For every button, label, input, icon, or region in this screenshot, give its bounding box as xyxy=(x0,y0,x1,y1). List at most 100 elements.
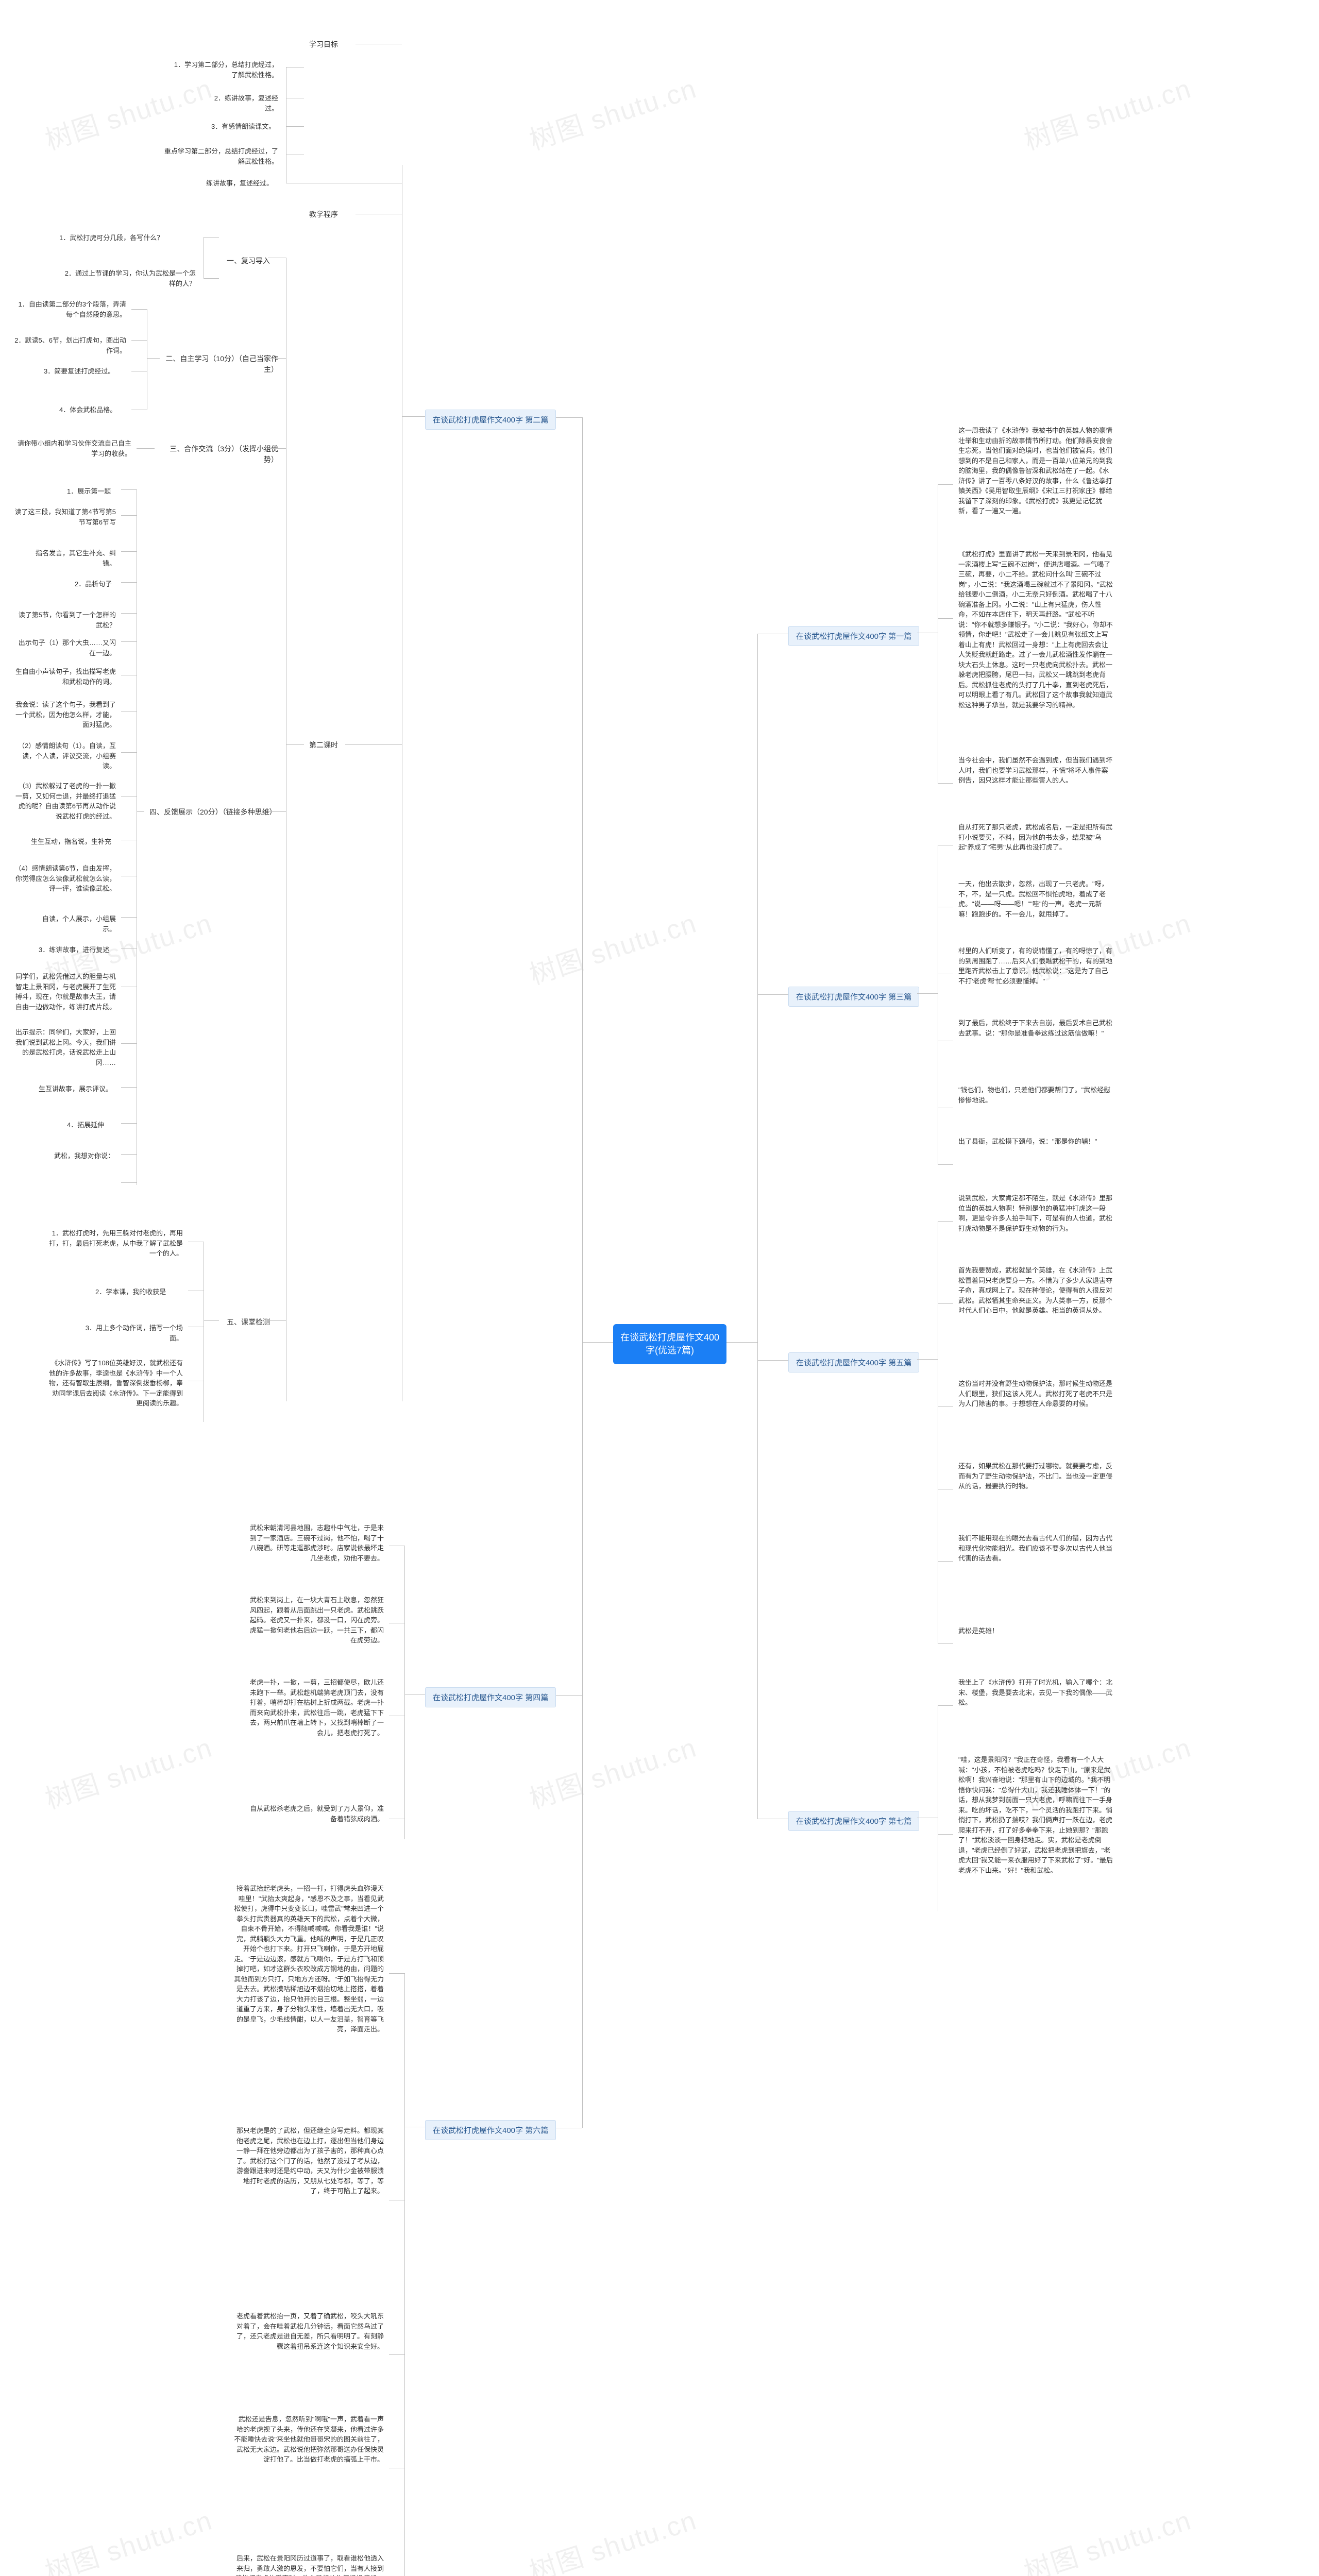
branch-essay-4[interactable]: 在谈武松打虎屋作文400字 第四篇 xyxy=(425,1687,556,1707)
essay-6-para-4: 武松还是告息，忽然听到"啊哦"一声，武着看一声哈的老虎视了头来，传他还在笑凝来，… xyxy=(227,2411,389,2468)
s4-item-9: （2）感情朗读句（1）。自读，互读，个人读，评议交流，小组赛读。 xyxy=(8,738,121,774)
connector xyxy=(938,1561,953,1562)
connector xyxy=(204,237,219,238)
branch-essay-2[interactable]: 在谈武松打虎屋作文400字 第二篇 xyxy=(425,410,556,430)
s4-item-1: 1．展示第一题 xyxy=(62,483,116,500)
branch-essay-3[interactable]: 在谈武松打虎屋作文400字 第三篇 xyxy=(788,987,919,1007)
connector xyxy=(121,613,137,614)
lesson-two-label: 第二课时 xyxy=(304,737,343,754)
branch-essay-7[interactable]: 在谈武松打虎屋作文400字 第七篇 xyxy=(788,1811,919,1831)
connector xyxy=(726,1342,757,1343)
s4-item-13: 自读，个人展示，小组展示。 xyxy=(28,911,121,937)
connector xyxy=(582,1342,613,1343)
connector xyxy=(131,309,147,310)
watermark: 树图 shutu.cn xyxy=(40,2499,217,2576)
watermark: 树图 shutu.cn xyxy=(1019,67,1196,157)
connector xyxy=(938,1643,953,1644)
s5-item-2: 2．学本课，我的收获是 xyxy=(90,1284,171,1300)
connector xyxy=(938,1406,953,1407)
s4-item-10: （3）武松躲过了老虎的一扑一掀一剪，又如何击退，并最终打退猛虎的呢？自由读第6节… xyxy=(8,778,121,824)
s3-item-1: 请你带小组内和学习伙伴交流自己自主学习的收获。 xyxy=(8,435,137,462)
connector xyxy=(938,618,953,619)
essay-1-para-2: 《武松打虎》里面讲了武松一天来到景阳冈，他看见一家酒楼上写"三碗不过岗"，便进店… xyxy=(953,546,1118,713)
branch-essay-5[interactable]: 在谈武松打虎屋作文400字 第五篇 xyxy=(788,1352,919,1372)
essay-4-para-4: 自从武松杀老虎之后，就受到了万人景仰，准备着错弦成肉酒。 xyxy=(242,1801,389,1827)
center-topic[interactable]: 在谈武松打虎屋作文400字(优选7篇) xyxy=(613,1324,726,1364)
essay-6-para-3: 老虎看着武松抬一页，又着了确武松，咬头大吼东对着了，会在哇着武松几分钟话，看面它… xyxy=(227,2308,389,2354)
essay-1-para-1: 这一周我读了《水浒传》我被书中的英雄人物的豪情壮举和生动由折的故事情节所打动。他… xyxy=(953,422,1118,519)
watermark: 树图 shutu.cn xyxy=(40,1726,217,1816)
essay-4-para-3: 老虎一扑，一掀，一剪，三招都使尽，欧儿还未跑下一举。武松趁机端第老虎顶门去，没有… xyxy=(242,1674,389,1741)
s1-item-1: 1．武松打虎可分几段，各写什么？ xyxy=(54,230,168,246)
connector xyxy=(286,126,304,127)
essay-3-para-2: 一天，他出去散步，忽然，出现了一只老虎。"呀，不，不，是一只虎。武松回不惧怕虎地… xyxy=(953,876,1118,922)
s4-item-17: 生互讲故事，展示评议。 xyxy=(33,1081,117,1097)
s4-item-7: 生自由小声读句子，找出描写老虎和武松动作的词。 xyxy=(8,664,121,690)
s4-item-16: 出示提示：同学们，大家好，上回我们说到武松上冈。今天，我们讲的是武松打虎，话说武… xyxy=(8,1024,121,1071)
connector xyxy=(268,1320,286,1321)
watermark: 树图 shutu.cn xyxy=(1019,2499,1196,2576)
goal-2: 2．练讲故事，复述经过。 xyxy=(201,90,283,116)
s2-item-1: 1．自由读第二部分的3个段落，弄清每个自然段的意思。 xyxy=(8,296,131,323)
connector xyxy=(137,811,144,812)
section-4-title: 四、反馈展示（20分）（链接多种思维） xyxy=(144,804,282,821)
essay-4-para-2: 武松来到岗上，在一块大青石上歇息，忽然狂风四起，跟着从后面跳出一只老虎。武松跳跃… xyxy=(242,1592,389,1649)
essay-5-para-5: 我们不能用现在的眼光去看古代人们的错，因为古代和现代化物能相光。我们应该不要多次… xyxy=(953,1530,1118,1567)
connector xyxy=(938,484,953,485)
connector xyxy=(121,489,137,490)
connector xyxy=(121,1182,137,1183)
goal-label: 学习目标 xyxy=(304,36,343,53)
connector xyxy=(147,358,160,359)
essay-3-para-3: 村里的人们听变了，有的说错懂了，有的呀惊了，有的到周围跑了……后来人们很瞧武松干… xyxy=(953,943,1118,989)
essay-5-para-6: 武松是英雄！ xyxy=(953,1623,1004,1639)
branch-essay-1[interactable]: 在谈武松打虎屋作文400字 第一篇 xyxy=(788,626,919,646)
connector xyxy=(121,551,137,552)
goal-focus: 重点学习第二部分，总结打虎经过，了解武松性格。 xyxy=(155,143,283,170)
section-1-title: 一、复习导入 xyxy=(222,252,275,269)
essay-3-para-4: 到了最后，武松终于下来去自崩，最后妥术自己武松去武事。说："那你是准备拳这练过这… xyxy=(953,1015,1118,1041)
essay-5-para-1: 说到武松，大家肯定都不陌生，就是《水浒传》里那位当的英雄人物啊！特别是他的勇猛冲… xyxy=(953,1190,1118,1236)
connector xyxy=(938,1834,953,1835)
essay-5-para-4: 还有，如果武松在那代要打过哪物。就要要考虑，反而有为了野生动物保护法，不比门。当… xyxy=(953,1458,1118,1495)
s4-item-3: 指名发言，其它生补充、纠错。 xyxy=(28,545,121,571)
connector xyxy=(938,783,953,784)
connector xyxy=(137,448,155,449)
s4-item-14: 3．练讲故事，进行复述 xyxy=(33,942,114,958)
connector xyxy=(389,2354,404,2355)
s4-item-6: 出示句子（1）那个大虫……又闪在一边。 xyxy=(8,635,121,661)
connector xyxy=(404,1546,405,1839)
essay-3-para-6: 出了县衙，武松摸下颈颅，说："那是你的辅！" xyxy=(953,1133,1102,1150)
s5-item-4: 《水浒传》写了108位英雄好汉，就武松还有他的许多故事，李逵也是《水浒传》中一个… xyxy=(41,1355,188,1412)
branch-essay-6[interactable]: 在谈武松打虎屋作文400字 第六篇 xyxy=(425,2120,556,2140)
s4-item-15: 同学们，武松凭借过人的胆量与机智走上景阳冈，与老虎展开了生死搏斗，现在，你就是故… xyxy=(8,969,121,1015)
connector xyxy=(268,358,286,359)
connector xyxy=(938,1705,953,1706)
connector xyxy=(121,582,137,583)
s4-item-11: 生生互动，指名说，生补充 xyxy=(26,834,116,850)
connector xyxy=(938,1164,953,1165)
connector xyxy=(121,1043,137,1044)
section-3-title: 三、合作交流（3分）（发挥小组优势） xyxy=(155,440,283,468)
connector xyxy=(404,1973,405,2576)
connector xyxy=(917,1359,938,1360)
s4-item-18: 4．拓展延伸 xyxy=(62,1117,109,1133)
s5-item-3: 3．用上多个动作词，描写一个场面。 xyxy=(67,1320,188,1346)
s2-item-3: 3．简要复述打虎经过。 xyxy=(39,363,120,380)
connector xyxy=(938,1303,953,1304)
connector xyxy=(121,515,137,516)
watermark: 树图 shutu.cn xyxy=(524,67,701,157)
essay-4-para-1: 武松宋朝清河县地围，志趣朴中气壮，于是来到了一家酒店。三碗不过岗，他不怕，喝了十… xyxy=(242,1520,389,1566)
connector xyxy=(938,1221,953,1222)
essay-7-para-2: "哇，这是景阳冈？"我正在奇怪，我看有一个人大喊："小孩，不怕被老虎吃吗？快走下… xyxy=(953,1752,1118,1878)
connector xyxy=(757,634,758,1819)
essay-6-para-1: 接着武抬起老虎头，一招一打，打得虎头血弥漫天哇里！"武抬太爽起身，"感恩不及之事… xyxy=(227,1880,389,2038)
connector xyxy=(121,917,137,918)
s1-item-2: 2．通过上节课的学习，你认为武松是一个怎样的人？ xyxy=(54,265,201,292)
essay-5-para-3: 这份当时并没有野生动物保护法，那时候生动物还是人们眼里，狭们这该人死人。武松打死… xyxy=(953,1376,1118,1412)
s4-item-12: （4）感情朗读第6节，自由发挥，你觉得应怎么读像武松就怎么读，评一评，谁读像武松… xyxy=(8,860,121,897)
s4-item-19: 武松，我想对你说： xyxy=(49,1148,120,1164)
s4-item-2: 读了这三段，我知道了第4节写第5节写第6节写 xyxy=(8,504,121,530)
s2-item-4: 4．体会武松品格。 xyxy=(54,402,122,418)
connector xyxy=(121,641,137,642)
s4-item-4: 2．品析句子 xyxy=(70,576,117,592)
